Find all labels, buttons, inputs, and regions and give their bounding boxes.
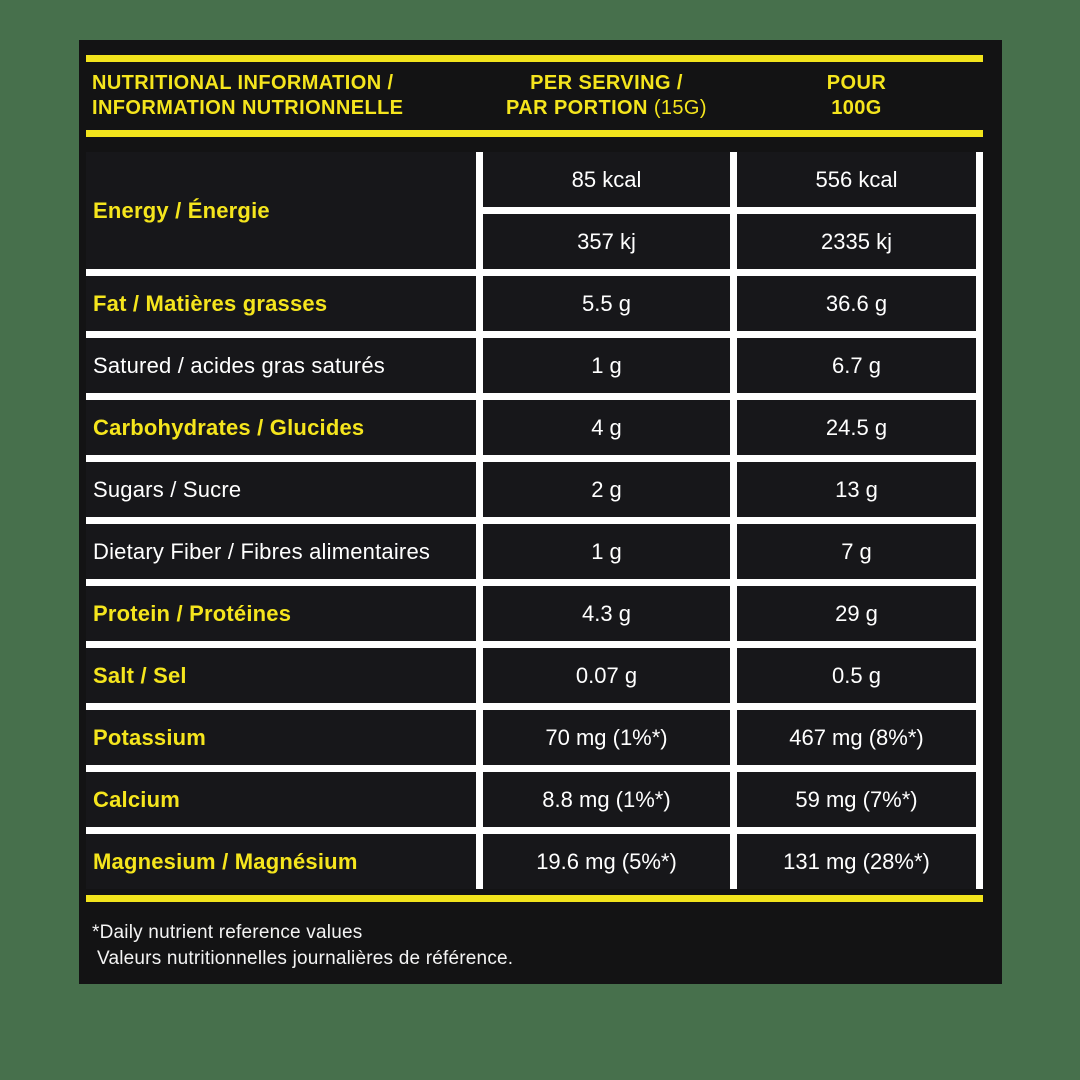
row-label: Calcium — [86, 772, 476, 827]
value-per-100g: 7 g — [737, 524, 976, 579]
header-title-line2: Information Nutrionnelle — [92, 97, 404, 119]
row-label: Satured / acides gras saturés — [86, 338, 476, 393]
value-per-serving: 8.8 mg (1%*) — [483, 772, 730, 827]
table-header: Nutritional Information / Information Nu… — [86, 64, 976, 128]
mid-accent-bar — [86, 130, 983, 137]
header-100g-line2: 100G — [831, 97, 882, 119]
bottom-accent-bar — [86, 895, 983, 902]
row-label: Sugars / Sucre — [86, 462, 476, 517]
header-col-per-serving: Per Serving / Par Portion (15G) — [483, 71, 730, 121]
value-per-serving: 4.3 g — [483, 586, 730, 641]
row-label: Carbohydrates / Glucides — [86, 400, 476, 455]
value-per-100g: 0.5 g — [737, 648, 976, 703]
footnote: *Daily nutrient reference values Valeurs… — [92, 920, 513, 971]
value-per-100g: 13 g — [737, 462, 976, 517]
nutrition-table: Energy / Énergie 85 kcal 556 kcal 357 kj 233… — [86, 152, 983, 889]
row-label: Energy / Énergie — [86, 152, 476, 269]
value-per-serving: 0.07 g — [483, 648, 730, 703]
value-per-serving: 4 g — [483, 400, 730, 455]
header-title: Nutritional Information / Information Nu… — [86, 71, 476, 121]
header-serving-bold: Par Portion — [506, 97, 648, 119]
value-per-serving: 1 g — [483, 338, 730, 393]
value-per-100g: 467 mg (8%*) — [737, 710, 976, 765]
header-title-line1: Nutritional Information / — [92, 72, 394, 94]
row-label: Potassium — [86, 710, 476, 765]
value-per-serving: 85 kcal — [483, 152, 730, 207]
row-label: Dietary Fiber / Fibres alimentaires — [86, 524, 476, 579]
footnote-line1: *Daily nutrient reference values — [92, 922, 363, 943]
row-label: Salt / Sel — [86, 648, 476, 703]
header-col-per-100g: Pour 100G — [737, 71, 976, 121]
header-serving-line1: Per Serving / — [530, 72, 683, 94]
value-per-100g: 2335 kj — [737, 214, 976, 269]
value-per-100g: 29 g — [737, 586, 976, 641]
header-100g-line1: Pour — [826, 72, 887, 94]
header-serving-line2: Par Portion (15G) — [483, 96, 730, 121]
value-per-serving: 1 g — [483, 524, 730, 579]
value-per-100g: 59 mg (7%*) — [737, 772, 976, 827]
value-per-serving: 19.6 mg (5%*) — [483, 834, 730, 889]
nutrition-label-card: Nutritional Information / Information Nu… — [79, 40, 1002, 984]
row-label: Protein / Protéines — [86, 586, 476, 641]
value-per-100g: 131 mg (28%*) — [737, 834, 976, 889]
value-per-100g: 6.7 g — [737, 338, 976, 393]
footnote-line2: Valeurs nutritionnelles journalières de … — [97, 947, 514, 969]
value-per-serving: 5.5 g — [483, 276, 730, 331]
value-per-100g: 36.6 g — [737, 276, 976, 331]
value-per-serving: 2 g — [483, 462, 730, 517]
header-serving-weight: (15G) — [653, 97, 707, 119]
row-label: Magnesium / Magnésium — [86, 834, 476, 889]
value-per-100g: 556 kcal — [737, 152, 976, 207]
value-per-serving: 357 kj — [483, 214, 730, 269]
top-accent-bar — [86, 55, 983, 62]
value-per-100g: 24.5 g — [737, 400, 976, 455]
row-label: Fat / Matières grasses — [86, 276, 476, 331]
value-per-serving: 70 mg (1%*) — [483, 710, 730, 765]
